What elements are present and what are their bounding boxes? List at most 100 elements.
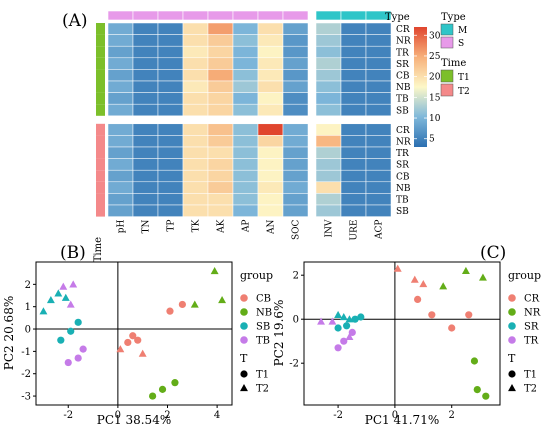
heatmap-cell xyxy=(107,103,134,117)
heatmap-cell xyxy=(207,135,234,148)
heatmap-cell xyxy=(365,181,392,194)
zero-lines-c xyxy=(304,262,500,405)
type-cell-ap xyxy=(232,10,259,21)
y-tick-label: 2 xyxy=(293,271,299,282)
heatmap-cell xyxy=(157,146,184,159)
panel-label-b: (B) xyxy=(60,243,86,263)
legend-c: group T CR NR SR TR T1 T2 xyxy=(508,269,541,395)
heatmap-cell xyxy=(282,92,309,105)
heatmap-cell xyxy=(232,193,259,206)
point-tb xyxy=(66,300,75,308)
time-cell-12 xyxy=(96,170,105,182)
y-tick-label: -1 xyxy=(21,347,31,358)
point-sb xyxy=(54,289,63,297)
heatmap-cell xyxy=(232,92,259,105)
row-label: NB xyxy=(396,184,411,194)
heatmap-cell xyxy=(182,69,209,82)
heatmap-panel: (A) Type CRNRTRSRCBNBTBSBCRNRTRSRCBNBTBS… xyxy=(62,10,470,262)
point-nr xyxy=(478,273,487,281)
colorbar-tick-label: 10 xyxy=(429,114,441,124)
heatmap-cell xyxy=(315,181,342,194)
colorbar-tick-label: 30 xyxy=(429,31,441,41)
heatmap-cell xyxy=(315,135,342,148)
heatmap-cell xyxy=(257,169,284,183)
point-cr xyxy=(428,311,436,319)
heatmap-cell xyxy=(340,123,367,136)
legend-label-sb: SB xyxy=(256,322,270,333)
time-cell-5 xyxy=(96,81,105,93)
heatmap-cell xyxy=(232,103,259,117)
legend-type-swatch-m xyxy=(440,23,454,36)
heatmap-cell xyxy=(182,80,209,93)
column-label: AP xyxy=(242,220,252,234)
heatmap-cell xyxy=(157,103,184,117)
heatmap-cell xyxy=(182,123,209,136)
heatmap-cell xyxy=(132,92,159,105)
heatmap-cell xyxy=(340,45,367,59)
heatmap-cell xyxy=(315,34,342,47)
heatmap-cell xyxy=(207,103,234,117)
heatmap-cell xyxy=(282,193,309,206)
point-sr xyxy=(357,313,365,321)
heatmap-cell xyxy=(157,158,184,171)
legend-label-cb: CB xyxy=(256,294,271,305)
column-label: SOC xyxy=(292,219,302,240)
time-cell-9 xyxy=(96,135,105,147)
column-labels: pH TN TP TK AK AP AN SOC INV URE ACP xyxy=(117,219,385,240)
legend-key-cb xyxy=(240,294,248,302)
heatmap-cell xyxy=(282,80,309,93)
point-cb xyxy=(138,349,147,357)
point-tr xyxy=(328,317,337,325)
type-cell-ph xyxy=(107,10,134,21)
legend-type-label-m: M xyxy=(458,26,467,36)
heatmap-cell xyxy=(207,22,234,35)
colorbar-tick-label: 25 xyxy=(429,52,441,62)
heatmap-cell xyxy=(282,123,309,136)
heatmap-cell xyxy=(157,181,184,194)
heatmap-cell xyxy=(232,57,259,70)
row-label: NR xyxy=(396,138,411,148)
legend-group-title-c: group xyxy=(508,269,541,282)
x-axis-label-c: PC1 41.71% xyxy=(365,413,439,427)
x-tick-label: 0 xyxy=(115,410,121,421)
heatmap-cell xyxy=(257,69,284,82)
time-cell-11 xyxy=(96,158,105,171)
heatmap-cell xyxy=(282,158,309,171)
heatmap-cell xyxy=(257,158,284,171)
x-tick-label: 2 xyxy=(164,410,170,421)
heatmap-cell xyxy=(257,135,284,148)
legend-key-nr xyxy=(508,308,516,316)
heatmap-cell xyxy=(365,45,392,59)
heatmap-cell xyxy=(157,57,184,70)
point-tb xyxy=(74,354,82,362)
time-cell-14 xyxy=(96,193,105,205)
row-label: SB xyxy=(396,207,409,217)
legend-label-tb: TB xyxy=(256,336,270,347)
point-sb xyxy=(74,318,82,326)
heatmap-cell xyxy=(282,45,309,59)
heatmap-cell xyxy=(365,193,392,206)
point-cb xyxy=(129,332,137,340)
heatmap-cell xyxy=(107,146,134,159)
point-sr xyxy=(334,324,342,332)
point-nr xyxy=(473,386,481,394)
heatmap-cell xyxy=(207,69,234,82)
legend-shape-t2 xyxy=(508,384,516,392)
heatmap-cell xyxy=(315,80,342,93)
heatmap-cell xyxy=(107,92,134,105)
heatmap-cell xyxy=(182,57,209,70)
heatmap-cell xyxy=(257,80,284,93)
heatmap-cell xyxy=(315,92,342,105)
heatmap-cell xyxy=(132,146,159,159)
y-axis-label-c: PC2 19.6% xyxy=(272,300,286,367)
legend-shape-label-t2: T2 xyxy=(256,384,269,395)
legend-group-title-b: group xyxy=(240,269,273,282)
heatmap-cell xyxy=(282,204,309,217)
heatmap-cell xyxy=(132,69,159,82)
heatmap-cell xyxy=(340,34,367,47)
row-label: TR xyxy=(396,149,409,159)
type-cell-ure xyxy=(340,10,367,21)
legend-key-tr xyxy=(508,336,516,344)
